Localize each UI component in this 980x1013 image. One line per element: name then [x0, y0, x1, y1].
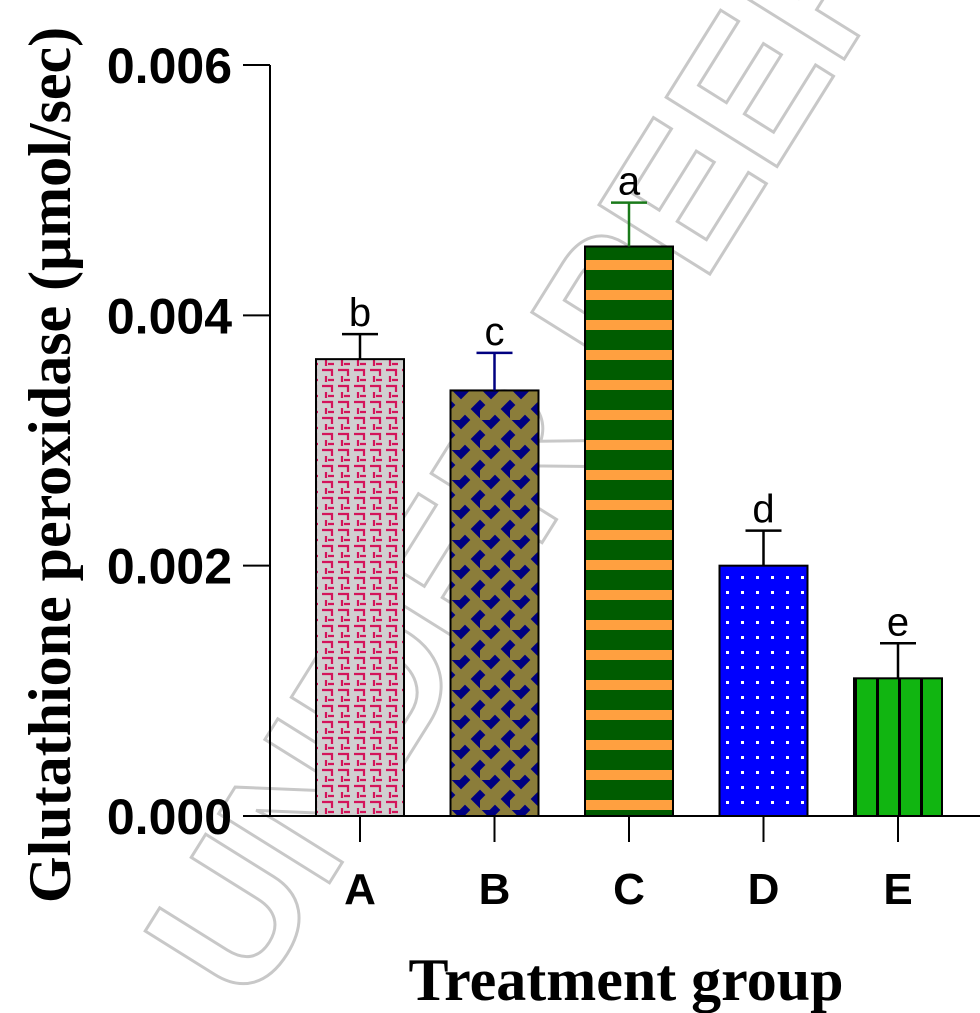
x-tick-label-E: E — [883, 865, 912, 914]
y-tick-label: 0.004 — [107, 288, 232, 344]
significance-label-A: b — [349, 291, 371, 335]
x-tick-label-B: B — [479, 865, 511, 914]
y-tick-label: 0.006 — [107, 38, 232, 94]
x-axis-title: Treatment group — [409, 947, 844, 1013]
y-ticks: 0.000 0.002 0.004 0.006 — [107, 38, 270, 845]
x-tick-label-A: A — [344, 865, 376, 914]
bar-C — [584, 245, 674, 818]
significance-label-E: e — [887, 600, 909, 644]
bar-D — [718, 564, 809, 818]
y-tick-label: 0.002 — [107, 539, 232, 595]
bars: b c a d e — [315, 160, 943, 818]
bar-A — [315, 358, 405, 817]
watermark-text: UNDER PEER REVIEW — [105, 0, 980, 1013]
significance-label-D: d — [752, 488, 774, 532]
y-tick-label: 0.000 — [107, 789, 232, 845]
y-axis-title: Glutathione peroxidase (μmol/sec) — [17, 27, 83, 903]
bar-E — [853, 677, 943, 817]
x-tick-label-C: C — [613, 865, 645, 914]
x-ticks: A B C D E — [344, 816, 913, 914]
significance-label-C: a — [618, 160, 641, 204]
watermark: UNDER PEER REVIEW — [103, 0, 980, 1013]
bar-B — [449, 389, 540, 817]
significance-label-B: c — [485, 310, 505, 354]
x-tick-label-D: D — [748, 865, 780, 914]
